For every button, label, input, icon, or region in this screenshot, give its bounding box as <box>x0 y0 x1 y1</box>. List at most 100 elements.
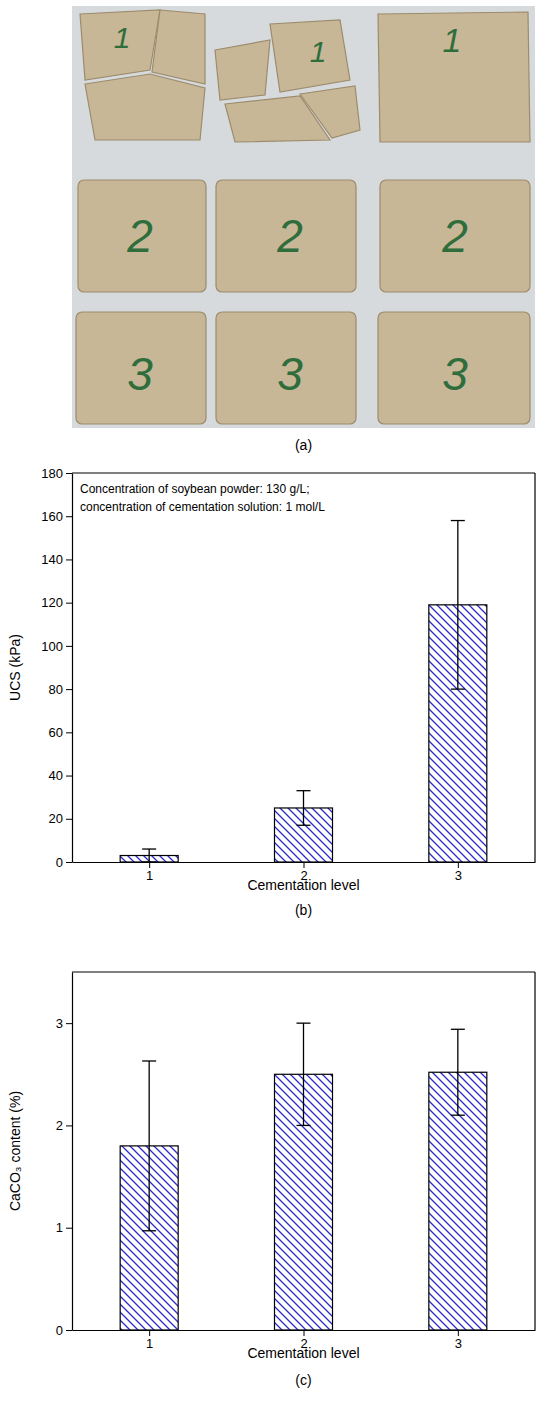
axis-line <box>72 474 73 863</box>
plot-frame <box>534 972 535 1330</box>
error-bar <box>451 521 465 690</box>
y-tick-mark <box>66 862 72 863</box>
y-tick-label: 180 <box>41 466 63 481</box>
specimen-fragment <box>378 12 530 142</box>
axis-line <box>72 973 73 1331</box>
error-bar <box>451 1029 465 1115</box>
error-bar-cap <box>142 1230 156 1231</box>
error-bar-stem <box>149 849 150 862</box>
y-tick-label: 160 <box>41 509 63 524</box>
specimen-fragment <box>215 40 270 100</box>
chart-panel: 020406080100120140160180123Cementation l… <box>7 466 536 918</box>
y-tick-mark <box>66 1330 72 1331</box>
y-tick: 0 <box>56 855 72 870</box>
specimen-fragment <box>80 10 160 80</box>
plot-frame <box>72 971 535 972</box>
error-bar-stem <box>457 521 458 690</box>
y-tick: 80 <box>49 682 72 697</box>
specimen-fragment <box>152 10 205 84</box>
x-tick-label: 1 <box>146 1336 153 1351</box>
specimen <box>216 312 356 424</box>
y-tick-mark <box>66 473 72 474</box>
y-tick-mark <box>66 689 72 690</box>
specimen-label: 1 <box>443 21 462 59</box>
y-axis: 0 20 40 60 80 100 120 140 160 180 <box>41 466 72 870</box>
plot-frame <box>72 472 535 473</box>
x-axis-title: Cementation level <box>247 877 359 893</box>
x-tick-mark <box>304 1330 305 1336</box>
specimen-label: 3 <box>442 348 468 400</box>
specimen-label: 1 <box>114 21 131 54</box>
y-tick-label: 2 <box>56 1118 63 1133</box>
y-axis-title: UCS (kPa) <box>7 634 23 701</box>
y-tick-label: 100 <box>41 639 63 654</box>
error-bar-cap <box>142 1060 156 1061</box>
x-tick: 1 <box>146 862 153 883</box>
specimen-fragment <box>270 20 350 92</box>
x-tick-mark <box>149 1330 150 1336</box>
plot-area <box>120 521 487 862</box>
y-tick: 1 <box>56 1220 72 1235</box>
specimen <box>78 180 206 292</box>
y-tick-mark <box>66 1125 72 1126</box>
y-tick-label: 20 <box>49 811 63 826</box>
x-axis-title: Cementation level <box>247 1345 359 1361</box>
photo-panel: 1 1 1 2 2 2 3 3 3 <box>72 6 535 428</box>
error-bar-stem <box>457 1029 458 1115</box>
error-bar <box>142 1061 156 1231</box>
y-tick: 120 <box>41 595 72 610</box>
error-bar-stem <box>303 791 304 826</box>
error-bar <box>142 849 156 862</box>
panel-caption: (a) <box>295 437 312 453</box>
y-axis-title: CaCO₃ content (%) <box>7 1091 23 1211</box>
specimen-label: 2 <box>441 210 468 262</box>
y-axis: 0123 <box>56 973 73 1338</box>
specimen <box>378 312 530 424</box>
error-bar-cap <box>451 1115 465 1116</box>
error-bar-cap <box>297 825 311 826</box>
error-bar-cap <box>451 520 465 521</box>
y-tick-label: 40 <box>49 768 63 783</box>
specimen <box>76 312 206 424</box>
y-tick-label: 1 <box>56 1220 63 1235</box>
y-tick-label: 60 <box>49 725 63 740</box>
specimen-fragment <box>85 74 205 140</box>
y-tick: 180 <box>41 466 72 481</box>
specimen-label: 2 <box>276 210 303 262</box>
y-tick-label: 140 <box>41 552 63 567</box>
x-tick: 1 <box>146 1330 153 1351</box>
y-tick: 20 <box>49 811 72 826</box>
x-tick: 3 <box>455 1330 462 1351</box>
y-tick: 40 <box>49 768 72 783</box>
specimen-label: 3 <box>127 348 153 400</box>
y-tick-mark <box>66 646 72 647</box>
plot-frame <box>534 473 535 862</box>
y-tick: 100 <box>41 639 72 654</box>
y-tick-mark <box>66 819 72 820</box>
y-tick-mark <box>66 1023 72 1024</box>
specimen-fragment <box>300 86 360 138</box>
panel-caption: (b) <box>295 902 312 918</box>
annotation: concentration of cementation solution: 1… <box>80 500 325 514</box>
specimen <box>216 180 356 292</box>
y-tick-mark <box>66 603 72 604</box>
figure: 1 1 1 2 2 2 3 3 3 (a) 0 20 40 60 80 100 120 140 160 180 1 2 3 C… <box>0 0 544 1407</box>
error-bar <box>297 1023 311 1125</box>
y-tick-mark <box>66 1228 72 1229</box>
specimen-label: 3 <box>277 348 303 400</box>
y-tick-mark <box>66 732 72 733</box>
x-tick-mark <box>304 862 305 868</box>
panel-caption: (c) <box>295 1372 311 1388</box>
x-tick-label: 1 <box>146 868 153 883</box>
y-tick-label: 120 <box>41 595 63 610</box>
error-bar-stem <box>149 1061 150 1231</box>
x-tick: 3 <box>455 862 462 883</box>
y-tick: 0 <box>56 1323 72 1338</box>
error-bar-cap <box>451 688 465 689</box>
y-tick-label: 0 <box>56 1323 63 1338</box>
error-bar-cap <box>297 1022 311 1023</box>
error-bar-cap <box>297 790 311 791</box>
error-bar-stem <box>303 1023 304 1125</box>
specimen-label: 2 <box>126 210 153 262</box>
specimen-label: 1 <box>310 35 327 68</box>
